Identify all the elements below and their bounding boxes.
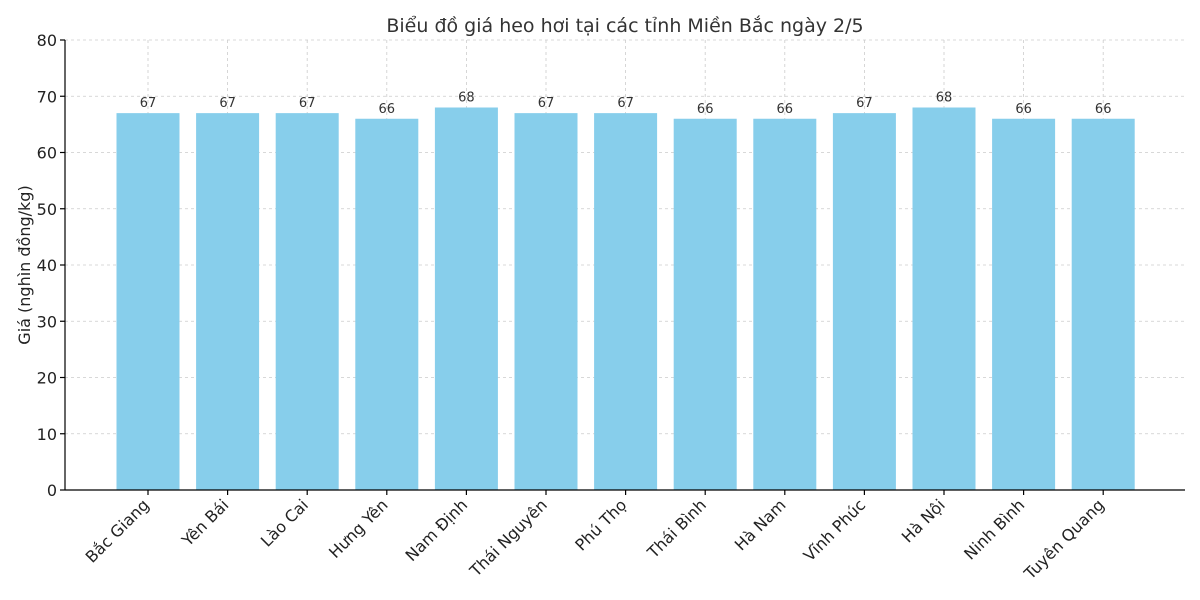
y-tick-label: 30 xyxy=(37,312,57,331)
y-tick-label: 80 xyxy=(37,31,57,50)
bar xyxy=(196,113,260,490)
x-tick-label: Thái Bình xyxy=(643,495,710,562)
x-tick-labels: Bắc Giang Yên Bái Lào Cai Hưng Yên Nam ĐịnhT… xyxy=(82,495,1108,583)
data-label: 66 xyxy=(777,102,794,117)
y-tick-label: 0 xyxy=(47,481,57,500)
bar xyxy=(434,107,498,490)
axes xyxy=(60,39,1185,495)
x-tick-label: Hà Nội xyxy=(898,495,949,546)
x-tick-label: Yên Bái xyxy=(177,495,232,550)
x-tick-label: Lào Cai xyxy=(257,495,312,550)
y-axis-label: Giá (nghìn đồng/kg) xyxy=(15,185,34,344)
bar xyxy=(116,113,180,490)
y-tick-label: 70 xyxy=(37,87,57,106)
y-tick-label: 20 xyxy=(37,369,57,388)
x-tick-label: Hà Nam xyxy=(731,495,790,554)
bar xyxy=(912,107,976,490)
bar xyxy=(275,113,339,490)
data-label: 67 xyxy=(140,96,157,111)
bar xyxy=(992,118,1056,490)
x-tick-label: Ninh Bình xyxy=(960,495,1028,563)
x-tick-label: Phú Thọ xyxy=(571,495,630,554)
data-label: 68 xyxy=(458,91,475,106)
data-label: 68 xyxy=(936,91,953,106)
x-tick-label: Thái Nguyên xyxy=(465,495,551,581)
bar xyxy=(355,118,419,490)
x-tick-label: Bắc Giang xyxy=(82,495,153,566)
bar xyxy=(832,113,896,490)
data-label: 67 xyxy=(856,96,873,111)
y-tick-label: 60 xyxy=(37,144,57,163)
bar xyxy=(1071,118,1135,490)
chart-title: Biểu đồ giá heo hơi tại các tỉnh Miền Bắ… xyxy=(386,14,863,37)
y-tick-labels: 0 10 20 30 40 50 60 70 80 xyxy=(37,31,57,500)
data-label: 67 xyxy=(299,96,316,111)
bar xyxy=(753,118,817,490)
y-tick-label: 10 xyxy=(37,425,57,444)
data-label: 67 xyxy=(617,96,634,111)
data-label: 66 xyxy=(379,102,396,117)
y-tick-label: 50 xyxy=(37,200,57,219)
bar xyxy=(514,113,578,490)
data-label: 67 xyxy=(538,96,555,111)
data-label: 66 xyxy=(1015,102,1032,117)
bar xyxy=(594,113,658,490)
bars xyxy=(116,107,1135,490)
x-tick-label: Tuyên Quang xyxy=(1020,495,1108,583)
data-labels: 67 67 67 66 68 67 67 66 66 67 68 66 66 xyxy=(140,91,1112,117)
x-tick-label: Nam Định xyxy=(402,495,472,565)
bar xyxy=(673,118,737,490)
data-label: 67 xyxy=(219,96,236,111)
data-label: 66 xyxy=(697,102,714,117)
x-tick-label: Vĩnh Phúc xyxy=(800,495,870,565)
y-tick-label: 40 xyxy=(37,256,57,275)
x-tick-label: Hưng Yên xyxy=(325,495,392,562)
data-label: 66 xyxy=(1095,102,1112,117)
